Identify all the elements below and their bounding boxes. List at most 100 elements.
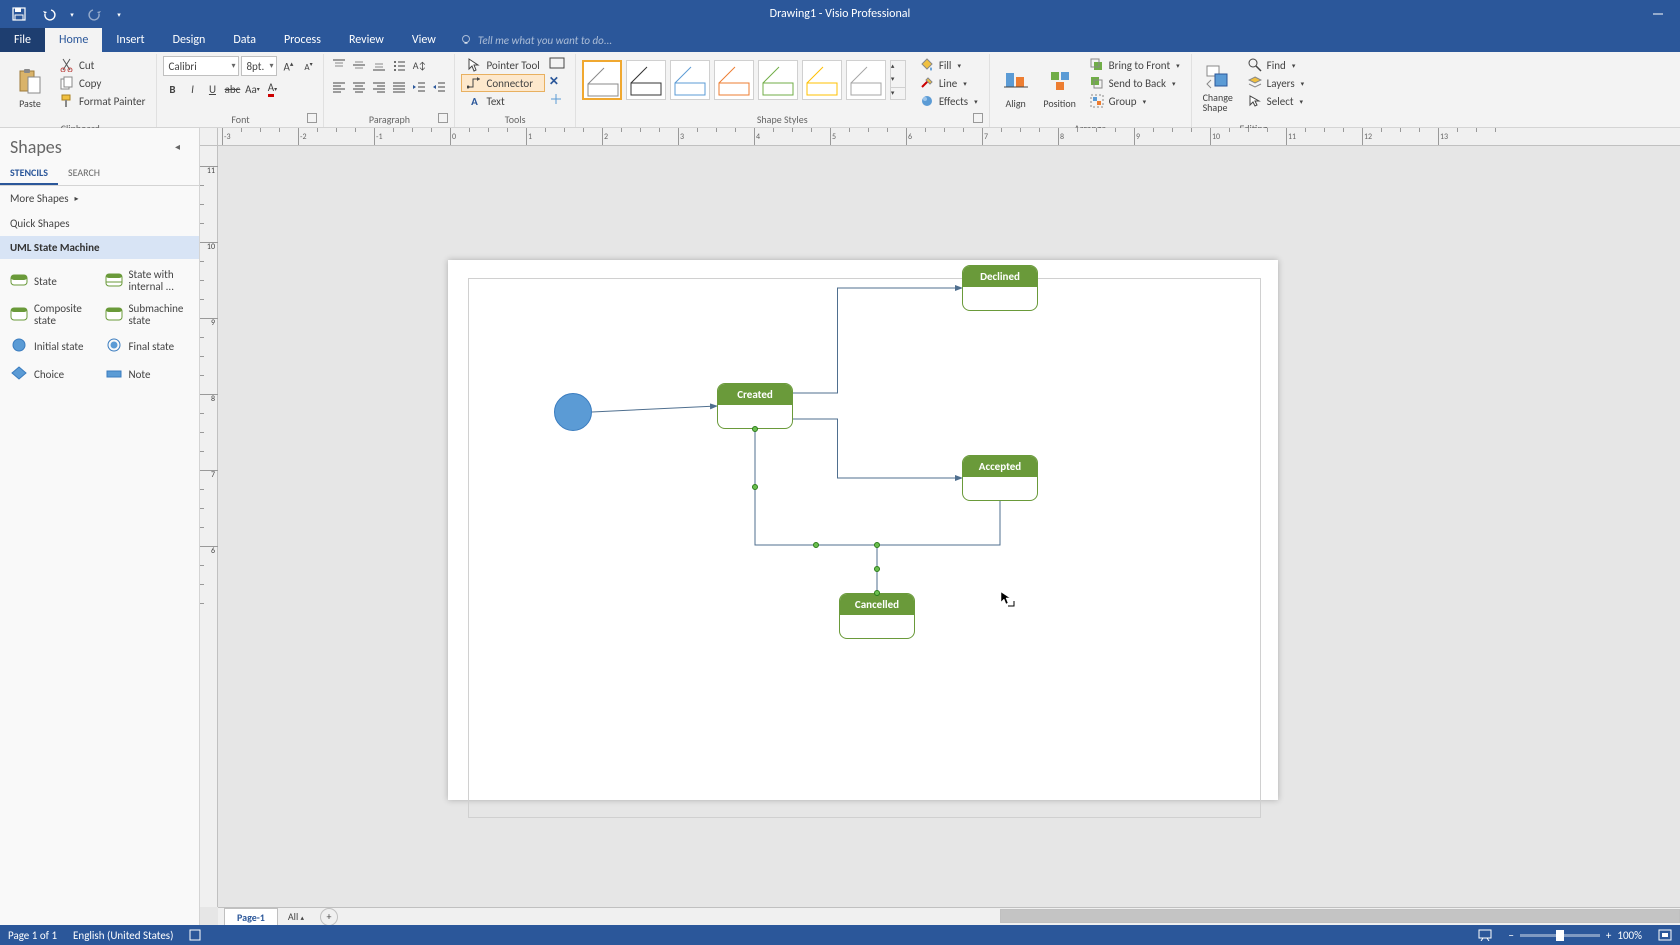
state-declined[interactable]: Declined bbox=[962, 265, 1038, 311]
shrink-font-button[interactable]: A▾ bbox=[299, 56, 317, 76]
style-item-1[interactable] bbox=[582, 60, 622, 100]
format-painter-button[interactable]: Format Painter bbox=[54, 92, 150, 110]
send-to-back-button[interactable]: Send to Back▾ bbox=[1084, 74, 1185, 92]
style-item-6[interactable] bbox=[802, 60, 842, 100]
font-dialog-launcher[interactable] bbox=[307, 113, 317, 123]
undo-button[interactable] bbox=[36, 1, 62, 27]
status-language[interactable]: English (United States) bbox=[73, 929, 173, 942]
underline-button[interactable]: U bbox=[203, 80, 221, 98]
presentation-mode-button[interactable] bbox=[1478, 929, 1492, 941]
gallery-more-button[interactable]: ▾ bbox=[891, 87, 905, 99]
shape-state-internal[interactable]: State with internal ... bbox=[101, 265, 194, 297]
quick-shapes-button[interactable]: Quick Shapes bbox=[0, 211, 199, 236]
tab-view[interactable]: View bbox=[398, 28, 450, 52]
tell-me-search[interactable]: Tell me what you want to do... bbox=[460, 28, 612, 52]
shape-composite-state[interactable]: Composite state bbox=[6, 299, 99, 331]
shape-submachine-state[interactable]: Submachine state bbox=[101, 299, 194, 331]
page-tab-1[interactable]: Page-1 bbox=[224, 908, 278, 926]
effects-button[interactable]: Effects▾ bbox=[914, 92, 983, 110]
gallery-down-button[interactable]: ▾ bbox=[891, 74, 905, 86]
group-button[interactable]: Group▾ bbox=[1084, 92, 1185, 110]
page-tab-all[interactable]: All ▴ bbox=[280, 908, 312, 925]
add-page-button[interactable]: + bbox=[320, 908, 338, 926]
drawing-page[interactable]: Created Declined Accepted Cancelled bbox=[448, 260, 1278, 800]
minimize-button[interactable] bbox=[1636, 0, 1680, 28]
align-right-button[interactable] bbox=[370, 78, 388, 96]
paste-button[interactable]: Paste bbox=[10, 56, 50, 120]
gallery-up-button[interactable]: ▴ bbox=[891, 61, 905, 73]
qat-customize[interactable]: ▾ bbox=[112, 1, 126, 27]
shapes-tab-search[interactable]: SEARCH bbox=[58, 162, 110, 185]
stencil-uml-state-machine[interactable]: UML State Machine bbox=[0, 236, 199, 259]
text-direction-button[interactable]: A↕ bbox=[410, 56, 428, 74]
shape-final-state[interactable]: Final state bbox=[101, 333, 194, 359]
fit-to-window-button[interactable] bbox=[1658, 929, 1672, 941]
shapes-pane-collapse[interactable]: ◂ bbox=[175, 140, 189, 154]
shape-initial-state[interactable]: Initial state bbox=[6, 333, 99, 359]
paragraph-dialog-launcher[interactable] bbox=[438, 113, 448, 123]
style-item-2[interactable] bbox=[626, 60, 666, 100]
save-button[interactable] bbox=[6, 1, 32, 27]
tab-review[interactable]: Review bbox=[335, 28, 398, 52]
justify-button[interactable] bbox=[390, 78, 408, 96]
bold-button[interactable]: B bbox=[163, 80, 181, 98]
close-tool-button[interactable]: ✕ bbox=[549, 74, 569, 92]
bullets-button[interactable] bbox=[390, 56, 408, 74]
font-color-button[interactable]: A▾ bbox=[263, 80, 281, 98]
state-accepted[interactable]: Accepted bbox=[962, 455, 1038, 501]
align-center-button[interactable] bbox=[350, 78, 368, 96]
shape-state[interactable]: State bbox=[6, 265, 99, 297]
layers-button[interactable]: Layers▾ bbox=[1242, 74, 1309, 92]
rectangle-tool-button[interactable] bbox=[549, 56, 569, 74]
shape-note[interactable]: Note bbox=[101, 361, 194, 387]
align-middle-button[interactable] bbox=[350, 56, 368, 74]
find-button[interactable]: Find▾ bbox=[1242, 56, 1309, 74]
tab-data[interactable]: Data bbox=[219, 28, 270, 52]
pointer-tool-button[interactable]: Pointer Tool bbox=[461, 56, 544, 74]
italic-button[interactable]: I bbox=[183, 80, 201, 98]
grow-font-button[interactable]: A▴ bbox=[279, 56, 297, 76]
shape-choice[interactable]: Choice bbox=[6, 361, 99, 387]
horizontal-scrollbar[interactable] bbox=[1000, 909, 1680, 923]
change-shape-button[interactable]: Change Shape bbox=[1198, 56, 1238, 120]
state-created[interactable]: Created bbox=[717, 383, 793, 429]
state-cancelled[interactable]: Cancelled bbox=[839, 593, 915, 639]
style-item-4[interactable] bbox=[714, 60, 754, 100]
shapes-tab-stencils[interactable]: STENCILS bbox=[0, 162, 58, 185]
font-family-combo[interactable]: Calibri bbox=[163, 56, 239, 76]
tab-process[interactable]: Process bbox=[270, 28, 335, 52]
tab-home[interactable]: Home bbox=[45, 28, 102, 52]
align-bottom-button[interactable] bbox=[370, 56, 388, 74]
font-size-combo[interactable]: 8pt. bbox=[241, 56, 277, 76]
tab-design[interactable]: Design bbox=[159, 28, 220, 52]
zoom-slider[interactable] bbox=[1520, 934, 1600, 937]
text-tool-button[interactable]: AText bbox=[461, 92, 544, 110]
change-case-button[interactable]: Aa▾ bbox=[243, 80, 261, 98]
style-item-7[interactable] bbox=[846, 60, 886, 100]
shape-styles-dialog-launcher[interactable] bbox=[973, 113, 983, 123]
connection-point-button[interactable] bbox=[549, 92, 569, 110]
cut-button[interactable]: Cut bbox=[54, 56, 150, 74]
select-button[interactable]: Select▾ bbox=[1242, 92, 1309, 110]
tab-file[interactable]: File bbox=[0, 28, 45, 52]
align-top-button[interactable] bbox=[330, 56, 348, 74]
initial-state-shape[interactable] bbox=[554, 393, 592, 431]
zoom-level[interactable]: 100% bbox=[1617, 929, 1642, 942]
zoom-out-button[interactable]: − bbox=[1508, 929, 1513, 942]
more-shapes-button[interactable]: More Shapes▸ bbox=[0, 186, 199, 211]
connector-tool-button[interactable]: Connector bbox=[461, 74, 544, 92]
zoom-in-button[interactable]: + bbox=[1606, 929, 1611, 942]
copy-button[interactable]: Copy bbox=[54, 74, 150, 92]
align-left-button[interactable] bbox=[330, 78, 348, 96]
align-button[interactable]: Align bbox=[996, 56, 1036, 120]
undo-dropdown[interactable]: ▾ bbox=[66, 1, 78, 27]
redo-button[interactable] bbox=[82, 1, 108, 27]
decrease-indent-button[interactable] bbox=[410, 78, 428, 96]
zoom-control[interactable]: − + 100% bbox=[1508, 929, 1642, 942]
line-button[interactable]: Line▾ bbox=[914, 74, 983, 92]
macro-record-button[interactable] bbox=[189, 929, 201, 941]
drawing-canvas[interactable]: -3-2-1012345678910111213 11109876 bbox=[200, 128, 1680, 925]
style-gallery[interactable]: ▴ ▾ ▾ bbox=[582, 56, 906, 104]
strikethrough-button[interactable]: abc bbox=[223, 80, 241, 98]
increase-indent-button[interactable] bbox=[430, 78, 448, 96]
